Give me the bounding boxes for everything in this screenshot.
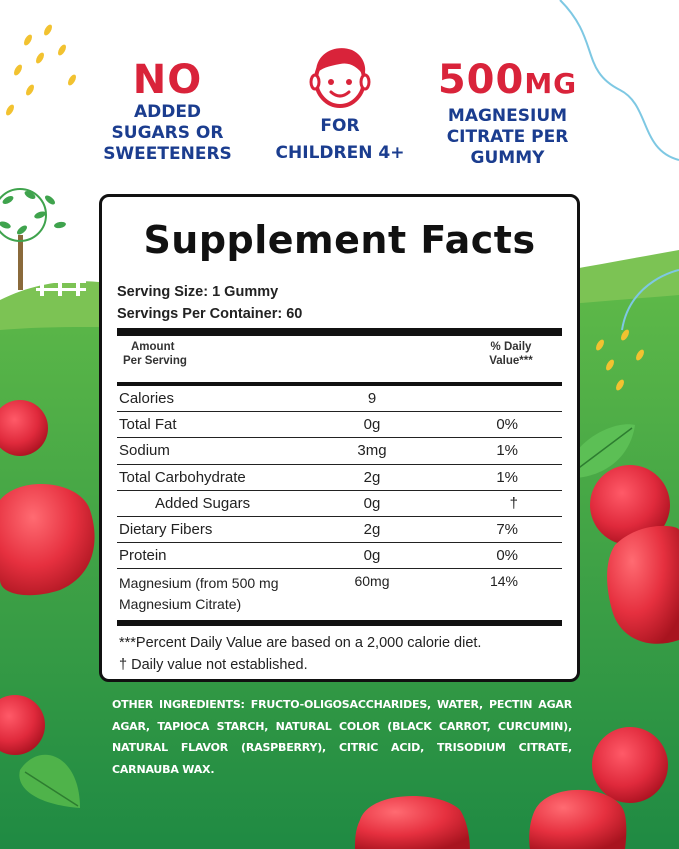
leaf-left-bottom bbox=[19, 754, 80, 808]
facts-row: Protein 0g 0% bbox=[117, 543, 562, 570]
nutrient-amount: 2g bbox=[363, 468, 381, 486]
divider-mid bbox=[117, 382, 562, 386]
raspberry-right-top bbox=[590, 465, 670, 545]
nutrient-name-magnesium: Magnesium (from 500 mg Magnesium Citrate… bbox=[117, 573, 342, 615]
claim-line: MAGNESIUM bbox=[447, 106, 568, 126]
nutrient-dv: 14% bbox=[489, 573, 518, 590]
claim-headline-no: NO bbox=[132, 57, 203, 103]
facts-row-magnesium: Magnesium (from 500 mg Magnesium Citrate… bbox=[117, 569, 562, 617]
raspberry-left-bottom bbox=[0, 695, 45, 755]
amount-per-serving-header: Amount Per Serving bbox=[123, 340, 233, 376]
header-dv-line1: % Daily bbox=[490, 341, 532, 353]
nutrient-name: Sodium bbox=[119, 442, 170, 460]
claim-no-added-sugars: NO ADDED SUGARS OR SWEETENERS bbox=[85, 58, 250, 165]
header-amount-line2: Per Serving bbox=[123, 355, 187, 367]
nutrient-name: Calories bbox=[119, 390, 175, 408]
nutrient-dv: 1% bbox=[496, 442, 518, 460]
nutrient-amount: 60mg bbox=[354, 573, 390, 590]
nutrient-amount: 0g bbox=[363, 547, 381, 565]
nutrient-name: Dietary Fibers bbox=[119, 521, 213, 539]
claim-line: FOR bbox=[320, 116, 360, 136]
divider-thick bbox=[117, 328, 562, 336]
claim-headline-number: 500 bbox=[437, 57, 525, 103]
gummy-bottom-right bbox=[529, 789, 627, 849]
footnote-daily-value: ***Percent Daily Value are based on a 2,… bbox=[119, 635, 482, 652]
nutrient-amount: 2g bbox=[363, 521, 381, 539]
other-ingredients: OTHER INGREDIENTS: FRUCTO-OLIGOSACCHARID… bbox=[112, 694, 572, 780]
nutrient-name: Added Sugars bbox=[155, 494, 251, 512]
claim-headline-500mg: 500MG bbox=[425, 58, 590, 106]
footnote-not-established: † Daily value not established. bbox=[119, 657, 308, 674]
nutrient-dv: 0% bbox=[496, 547, 518, 565]
claim-line: CHILDREN 4+ bbox=[275, 143, 405, 163]
gummy-right bbox=[607, 525, 679, 644]
claim-line: SWEETENERS bbox=[103, 144, 232, 164]
nutrient-name: Protein bbox=[119, 547, 167, 565]
raspberry-left-top bbox=[0, 400, 48, 456]
nutrient-dv: 7% bbox=[496, 521, 518, 539]
nutrient-dv: 1% bbox=[496, 468, 518, 486]
ingredients-text: FRUCTO-OLIGOSACCHARIDES, WATER, PECTIN A… bbox=[112, 698, 572, 776]
claim-for-children: FOR CHILDREN 4+ bbox=[255, 42, 425, 164]
facts-column-header: Amount Per Serving % Daily Value*** bbox=[117, 336, 562, 382]
claim-line: ADDED bbox=[133, 102, 202, 122]
child-face-icon bbox=[309, 48, 371, 108]
facts-row: Total Fat 0g 0% bbox=[117, 412, 562, 439]
gummy-bottom-center bbox=[355, 796, 470, 849]
claim-500mg-magnesium: 500MG MAGNESIUM CITRATE PER GUMMY bbox=[425, 58, 590, 169]
magnesium-line1: Magnesium (from 500 mg bbox=[119, 575, 279, 592]
gummy-left bbox=[0, 483, 95, 596]
ingredients-label: OTHER INGREDIENTS: bbox=[112, 698, 245, 711]
facts-row: Added Sugars 0g † bbox=[117, 491, 562, 517]
nutrient-amount: 3mg bbox=[357, 442, 387, 460]
raspberry-right-bottom bbox=[592, 727, 668, 803]
header-dv-line2: Value*** bbox=[489, 355, 533, 367]
claim-headline-unit: MG bbox=[524, 67, 578, 100]
facts-row: Calories 9 bbox=[117, 386, 562, 413]
nutrient-dv: † bbox=[509, 494, 518, 512]
servings-per-container: Servings Per Container: 60 bbox=[117, 306, 303, 322]
claim-line: CITRATE PER bbox=[446, 127, 569, 147]
nutrient-amount: 0g bbox=[363, 494, 381, 512]
facts-row: Sodium 3mg 1% bbox=[117, 438, 562, 465]
nutrient-amount: 9 bbox=[367, 390, 377, 408]
divider-thick bbox=[117, 620, 562, 627]
claim-line: GUMMY bbox=[470, 148, 545, 168]
nutrient-amount: 0g bbox=[363, 416, 381, 434]
facts-row: Total Carbohydrate 2g 1% bbox=[117, 465, 562, 491]
claim-line: SUGARS OR bbox=[111, 123, 224, 143]
facts-rows: Calories 9 Total Fat 0g 0% Sodium 3mg 1%… bbox=[117, 386, 562, 617]
nutrient-name: Total Carbohydrate bbox=[119, 468, 246, 486]
facts-row: Dietary Fibers 2g 7% bbox=[117, 517, 562, 544]
nutrient-name: Total Fat bbox=[119, 416, 177, 434]
nutrient-dv: 0% bbox=[496, 416, 518, 434]
supplement-facts-panel: Supplement Facts Serving Size: 1 Gummy S… bbox=[99, 194, 580, 682]
header-amount-line1: Amount bbox=[131, 341, 175, 353]
facts-title: Supplement Facts bbox=[143, 218, 536, 262]
magnesium-line2: Magnesium Citrate) bbox=[119, 596, 242, 613]
serving-size: Serving Size: 1 Gummy bbox=[117, 284, 279, 300]
daily-value-header: % Daily Value*** bbox=[466, 340, 556, 376]
